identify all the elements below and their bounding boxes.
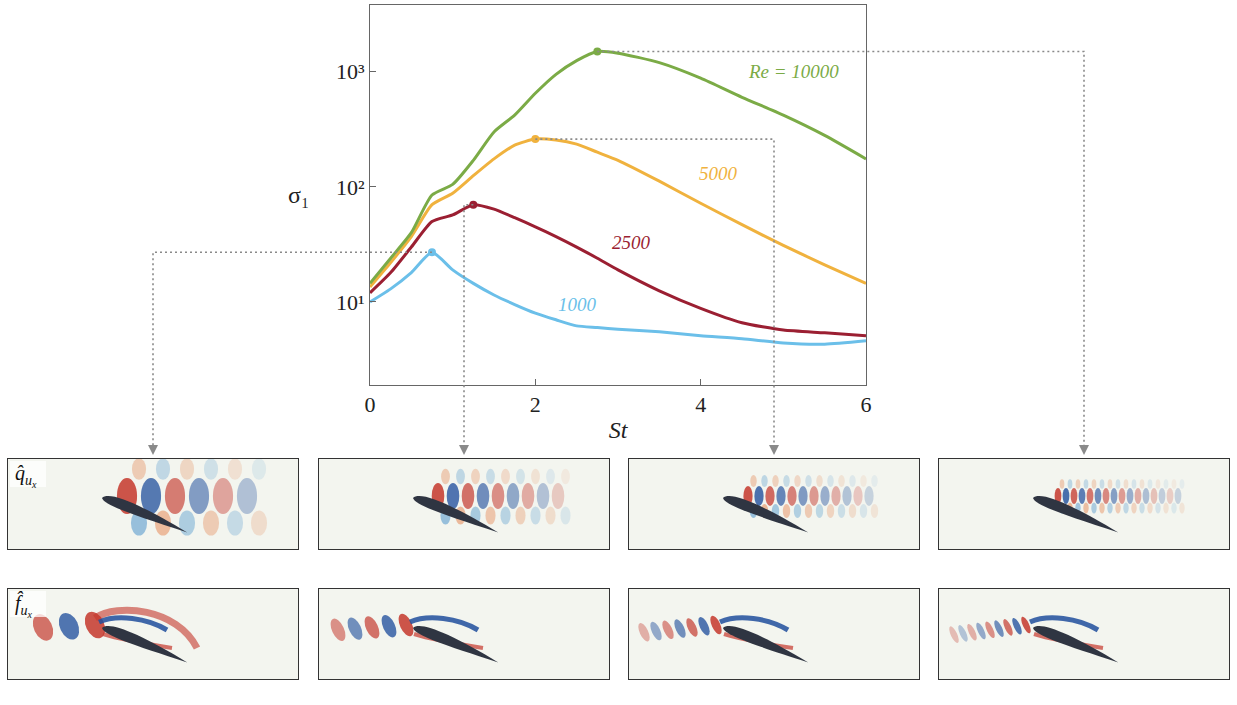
- svg-text:4: 4: [695, 392, 706, 417]
- svg-text:σ₁: σ₁: [288, 182, 309, 208]
- svg-text:St: St: [609, 417, 629, 443]
- svg-text:10³: 10³: [336, 59, 365, 84]
- svg-text:Re = 10000: Re = 10000: [748, 61, 839, 82]
- svg-text:f̂ux: f̂ux: [15, 591, 33, 620]
- svg-text:1000: 1000: [558, 294, 597, 315]
- svg-text:2: 2: [530, 392, 541, 417]
- svg-text:0: 0: [365, 392, 376, 417]
- svg-text:2500: 2500: [612, 232, 651, 253]
- svg-text:10²: 10²: [336, 175, 365, 200]
- svg-text:q̂ux: q̂ux: [15, 462, 37, 490]
- svg-text:6: 6: [861, 392, 872, 417]
- svg-text:10¹: 10¹: [336, 290, 365, 315]
- svg-text:5000: 5000: [699, 163, 738, 184]
